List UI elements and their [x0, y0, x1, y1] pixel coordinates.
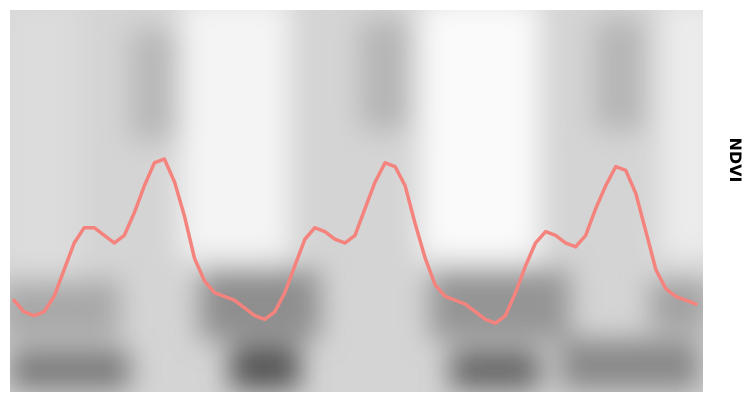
y-axis-label: NDVI — [726, 137, 745, 182]
density-background — [10, 10, 703, 392]
line — [12, 157, 698, 325]
